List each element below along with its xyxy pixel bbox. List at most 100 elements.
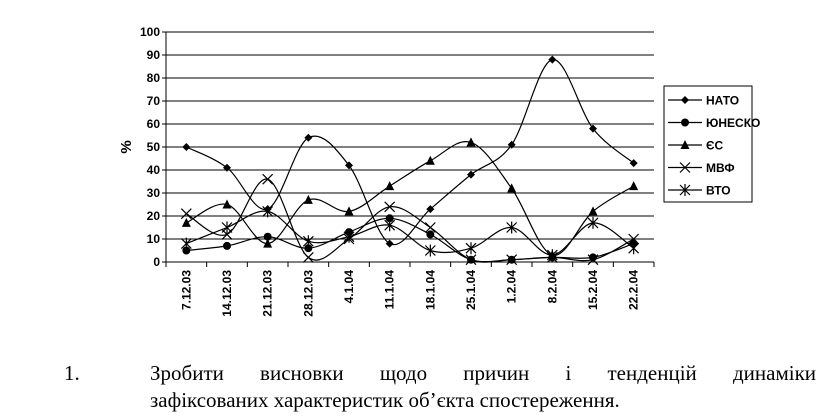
x-tick-label: 15.2.04: [586, 270, 600, 310]
data-point: [302, 235, 314, 248]
task-word: Зробити: [150, 361, 224, 385]
data-point: [263, 238, 273, 248]
x-tick-label: 8.2.04: [545, 270, 559, 304]
task-word: щодо: [379, 361, 428, 385]
legend-marker: [681, 96, 689, 104]
x-tick-label: 1.2.04: [505, 270, 519, 304]
data-point: [588, 206, 598, 216]
y-tick-label: 100: [140, 25, 160, 39]
task-word: динаміки: [732, 361, 816, 385]
data-point: [426, 230, 435, 239]
data-point: [507, 183, 517, 193]
x-tick-label: 28.12.03: [301, 270, 315, 317]
data-point: [467, 170, 475, 179]
legend-label: МВФ: [706, 161, 735, 175]
data-point: [589, 124, 597, 133]
task-word: тенденцій: [607, 361, 697, 385]
data-point: [587, 254, 599, 266]
x-tick-label: 14.12.03: [220, 270, 234, 317]
task-word: і: [565, 361, 572, 385]
data-point: [424, 244, 436, 257]
data-point: [182, 143, 191, 151]
data-point: [385, 214, 394, 223]
data-point: [507, 140, 516, 149]
y-tick-label: 0: [153, 255, 160, 269]
x-tick-label: 11.1.04: [383, 270, 397, 310]
legend-label: ВТО: [706, 184, 731, 198]
data-point: [180, 208, 192, 220]
legend-marker: [680, 140, 690, 149]
chart: 0 10 20 30 40 50 60 70 80 90 100 7.12.03 14.12.03 21.…: [118, 25, 760, 317]
data-point: [262, 173, 274, 185]
data-point: [546, 249, 558, 262]
task-text-line1: Зробити висновки щодо причин і тенденцій…: [150, 360, 816, 387]
data-point: [466, 137, 476, 147]
data-point: [425, 155, 435, 165]
data-point: [221, 221, 233, 234]
data-point: [628, 233, 640, 245]
data-point: [180, 237, 192, 250]
series-line: [186, 140, 634, 256]
legend-label: НАТО: [706, 94, 739, 108]
data-point: [465, 242, 477, 255]
legend-marker: [679, 162, 691, 173]
series-line: [186, 217, 634, 263]
series-line: [186, 59, 635, 246]
task-word: причин: [463, 361, 530, 385]
legend-marker: [681, 118, 689, 127]
data-point: [223, 163, 231, 172]
data-point: [465, 254, 477, 266]
y-tick-label: 80: [147, 71, 161, 85]
data-point: [384, 201, 396, 213]
series-line: [186, 178, 634, 263]
y-tick-label: 90: [147, 48, 161, 62]
data-point: [506, 254, 518, 266]
data-point: [385, 181, 395, 191]
legend-label: ЮНЕСКО: [706, 116, 760, 130]
data-point: [587, 216, 599, 229]
data-point: [304, 133, 313, 142]
data-point: [222, 199, 232, 209]
chart-svg: 0 10 20 30 40 50 60 70 80 90 100 7.12.03 14.12.03 21.…: [118, 25, 760, 317]
data-point: [263, 232, 272, 241]
data-point: [344, 206, 354, 216]
data-point: [628, 242, 640, 255]
data-point: [343, 230, 355, 243]
data-point: [182, 246, 191, 255]
data-point: [302, 251, 314, 263]
x-tick-label: 25.1.04: [464, 270, 478, 310]
data-point: [304, 244, 313, 253]
y-tick-label: 60: [147, 117, 161, 131]
legend-box: [663, 85, 753, 203]
data-point: [506, 221, 518, 234]
y-tick-label: 50: [147, 140, 161, 154]
data-point: [384, 219, 396, 232]
x-tick-label: 4.1.04: [342, 270, 356, 304]
y-tick-label: 30: [147, 186, 161, 200]
data-point: [424, 222, 436, 233]
legend-label: ЄС: [706, 139, 724, 153]
data-point: [223, 241, 231, 250]
task-word: висновки: [260, 361, 344, 385]
task-number: 1.: [64, 361, 80, 385]
x-tick-label: 7.12.03: [179, 270, 193, 310]
y-axis-label: %: [118, 140, 135, 153]
x-tick-label: 18.1.04: [423, 270, 437, 310]
data-point: [345, 161, 353, 170]
series-line: [186, 210, 635, 256]
legend-marker: [679, 184, 691, 196]
data-point: [262, 205, 274, 218]
task-text-line2: зафіксованих характеристик об’єкта спост…: [150, 388, 620, 412]
y-tick-label: 70: [147, 94, 161, 108]
data-point: [548, 55, 557, 64]
data-point: [385, 239, 394, 248]
data-point: [303, 194, 313, 204]
data-point: [426, 205, 435, 214]
data-point: [629, 159, 638, 168]
data-point: [629, 181, 639, 191]
y-tick-label: 10: [147, 232, 161, 246]
x-tick-label: 21.12.03: [261, 270, 275, 317]
x-tick-label: 22.2.04: [627, 270, 641, 310]
y-tick-label: 40: [147, 163, 161, 177]
y-tick-label: 20: [147, 209, 161, 223]
